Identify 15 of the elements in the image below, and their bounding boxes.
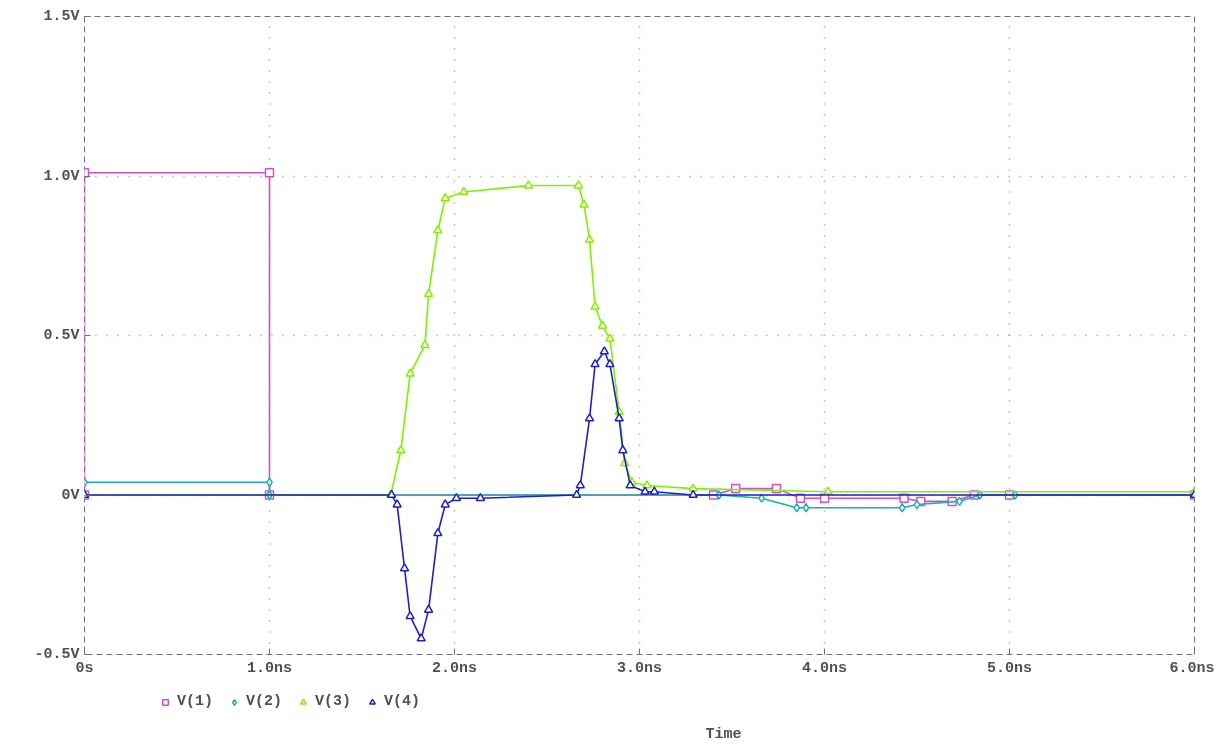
x-tick-label: 5.0ns <box>987 659 1033 677</box>
x-axis-title: Time <box>705 725 742 743</box>
legend-label: V(4) <box>384 693 421 710</box>
legend-label: V(2) <box>246 693 283 710</box>
x-tick-label: 2.0ns <box>432 659 478 677</box>
legend-label: V(1) <box>177 693 214 710</box>
y-tick-label: 0.5V <box>43 327 80 344</box>
y-tick-label: 0V <box>61 486 80 504</box>
legend-label: V(3) <box>315 693 352 710</box>
y-tick-label: 1.5V <box>43 8 80 25</box>
x-tick-label: 1.0ns <box>247 659 293 677</box>
x-tick-label: 4.0ns <box>802 659 848 677</box>
y-tick-label: 1.0V <box>43 167 80 185</box>
x-tick-label: 6.0ns <box>1169 659 1215 677</box>
x-tick-label: 3.0ns <box>617 659 663 677</box>
